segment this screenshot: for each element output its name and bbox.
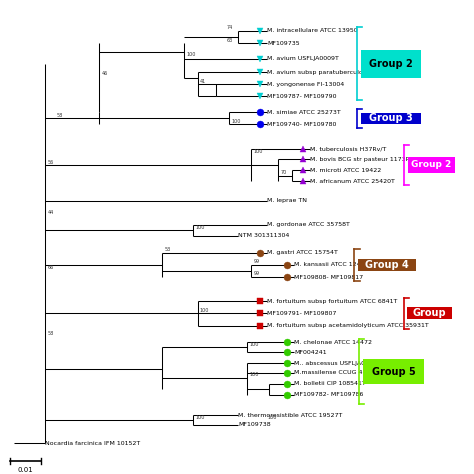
Text: M. avium subsp paratuberculosis K10: M. avium subsp paratuberculosis K10 xyxy=(267,70,385,75)
Text: M. bolletii CIP 108541T: M. bolletii CIP 108541T xyxy=(294,381,365,386)
Text: M. gordonae ATCC 35758T: M. gordonae ATCC 35758T xyxy=(267,222,350,228)
Text: MF109782- MF109786: MF109782- MF109786 xyxy=(294,392,363,397)
Text: 100: 100 xyxy=(267,415,276,420)
Text: M. microti ATCC 19422: M. microti ATCC 19422 xyxy=(310,168,381,173)
Text: 44: 44 xyxy=(48,210,54,215)
Text: 63: 63 xyxy=(227,37,233,43)
Text: 100: 100 xyxy=(195,415,205,420)
Text: Group 2: Group 2 xyxy=(369,59,413,69)
Text: MF004241: MF004241 xyxy=(294,350,327,355)
Text: M. simiae ATCC 25273T: M. simiae ATCC 25273T xyxy=(267,109,341,115)
FancyBboxPatch shape xyxy=(363,359,424,384)
Text: M. gastri ATCC 15754T: M. gastri ATCC 15754T xyxy=(267,250,338,255)
Text: Group 4: Group 4 xyxy=(365,260,409,270)
Text: M. avium USFLJA0009T: M. avium USFLJA0009T xyxy=(267,56,339,61)
Text: Group 3: Group 3 xyxy=(369,113,413,123)
Text: M. fortuitum subsp acetamidolyticum ATCC 35931T: M. fortuitum subsp acetamidolyticum ATCC… xyxy=(267,323,429,328)
Text: Group 5: Group 5 xyxy=(372,366,415,376)
Text: 66: 66 xyxy=(48,265,54,270)
Text: M. tuberculosis H37Rv/T: M. tuberculosis H37Rv/T xyxy=(310,146,386,151)
Text: 70: 70 xyxy=(281,170,287,175)
Text: Nocardia farcinica IFM 10152T: Nocardia farcinica IFM 10152T xyxy=(46,440,141,446)
Text: 56: 56 xyxy=(48,160,54,165)
Text: MF109735: MF109735 xyxy=(267,41,300,46)
Text: M. thermoresistible ATCC 19527T: M. thermoresistible ATCC 19527T xyxy=(238,413,342,418)
Text: Group: Group xyxy=(413,309,447,319)
Text: M. kansasii ATCC 12478T: M. kansasii ATCC 12478T xyxy=(294,263,372,267)
Text: M. chelonae ATCC 14472: M. chelonae ATCC 14472 xyxy=(294,340,372,345)
Text: NTM 301311304: NTM 301311304 xyxy=(238,233,289,238)
Text: M. yongonense FI-13004: M. yongonense FI-13004 xyxy=(267,82,344,87)
Text: 100: 100 xyxy=(249,372,258,377)
FancyBboxPatch shape xyxy=(361,113,421,124)
FancyBboxPatch shape xyxy=(407,307,452,319)
Text: 41: 41 xyxy=(200,79,206,84)
Text: 100: 100 xyxy=(200,308,210,313)
Text: M. africanum ATCC 25420T: M. africanum ATCC 25420T xyxy=(310,179,394,184)
Text: 100: 100 xyxy=(249,342,258,347)
Text: 100: 100 xyxy=(254,149,263,154)
Text: MF109791- MF109807: MF109791- MF109807 xyxy=(267,311,337,316)
Text: MF109787- MF109790: MF109787- MF109790 xyxy=(267,94,337,99)
Text: 100: 100 xyxy=(186,52,196,57)
Text: 99: 99 xyxy=(254,259,260,264)
Text: 58: 58 xyxy=(57,113,63,118)
Text: MF109738: MF109738 xyxy=(238,422,271,428)
FancyBboxPatch shape xyxy=(358,259,416,271)
Text: M.. abscessus USFLJA0001: M.. abscessus USFLJA0001 xyxy=(294,361,376,365)
Text: 100: 100 xyxy=(195,226,205,230)
FancyBboxPatch shape xyxy=(361,50,421,78)
Text: M. bovis BCG str pasteur 1173P2: M. bovis BCG str pasteur 1173P2 xyxy=(310,157,413,162)
Text: MF109740- MF109780: MF109740- MF109780 xyxy=(267,122,337,127)
Text: 58: 58 xyxy=(48,331,54,337)
Text: Group 2: Group 2 xyxy=(411,160,452,169)
FancyBboxPatch shape xyxy=(408,157,455,173)
Text: M. intracellulare ATCC 13950: M. intracellulare ATCC 13950 xyxy=(267,28,358,34)
Text: 0.01: 0.01 xyxy=(18,467,33,474)
Text: 53: 53 xyxy=(164,247,170,252)
Text: 74: 74 xyxy=(227,26,233,30)
Text: M. leprae TN: M. leprae TN xyxy=(267,198,307,203)
Text: MF109808- MF109817: MF109808- MF109817 xyxy=(294,274,363,280)
Text: 46: 46 xyxy=(101,71,108,76)
Text: M.massilense CCUG 48898: M.massilense CCUG 48898 xyxy=(294,370,378,375)
Text: M. fortuitum subsp fortuitum ATCC 6841T: M. fortuitum subsp fortuitum ATCC 6841T xyxy=(267,299,397,304)
Text: 100: 100 xyxy=(231,119,241,124)
Text: 99: 99 xyxy=(254,272,260,276)
